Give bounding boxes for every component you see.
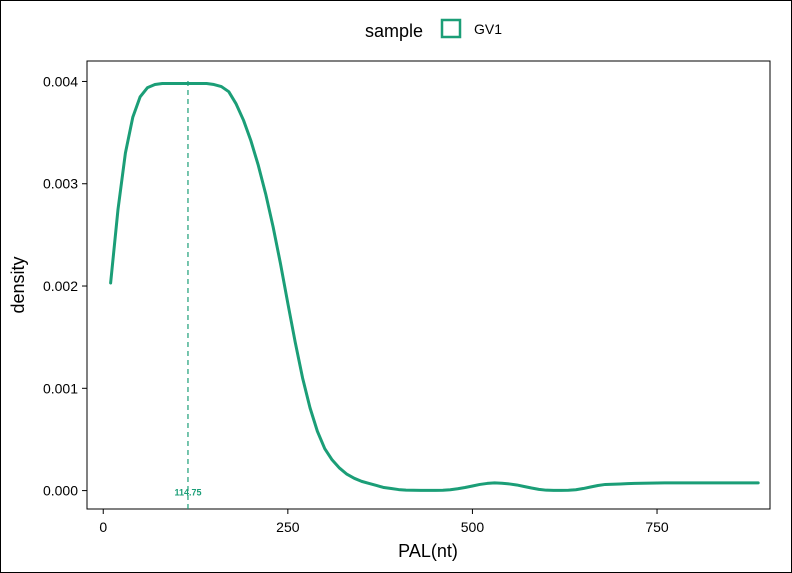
y-axis-title: density	[8, 256, 28, 313]
x-axis: 0 250 500 750	[99, 509, 669, 535]
x-axis-title: PAL(nt)	[398, 541, 458, 561]
x-tick-label: 500	[461, 519, 485, 535]
legend-title: sample	[365, 21, 423, 41]
legend-key-gv1	[440, 18, 462, 39]
y-tick-label: 0.001	[43, 380, 78, 396]
y-tick-label: 0.004	[43, 73, 78, 89]
series-line-gv1	[109, 82, 760, 492]
y-tick-label: 0.002	[43, 278, 78, 294]
y-axis: 0.000 0.001 0.002 0.003 0.004	[43, 73, 87, 499]
legend: sample GV1	[365, 18, 502, 41]
median-label: 114.75	[174, 488, 201, 498]
x-tick-label: 0	[99, 519, 107, 535]
x-tick-label: 750	[645, 519, 669, 535]
legend-label-gv1: GV1	[474, 21, 502, 37]
y-tick-label: 0.003	[43, 176, 78, 192]
plot-panel	[86, 60, 771, 510]
x-tick-label: 250	[276, 519, 300, 535]
y-tick-label: 0.000	[43, 483, 78, 499]
